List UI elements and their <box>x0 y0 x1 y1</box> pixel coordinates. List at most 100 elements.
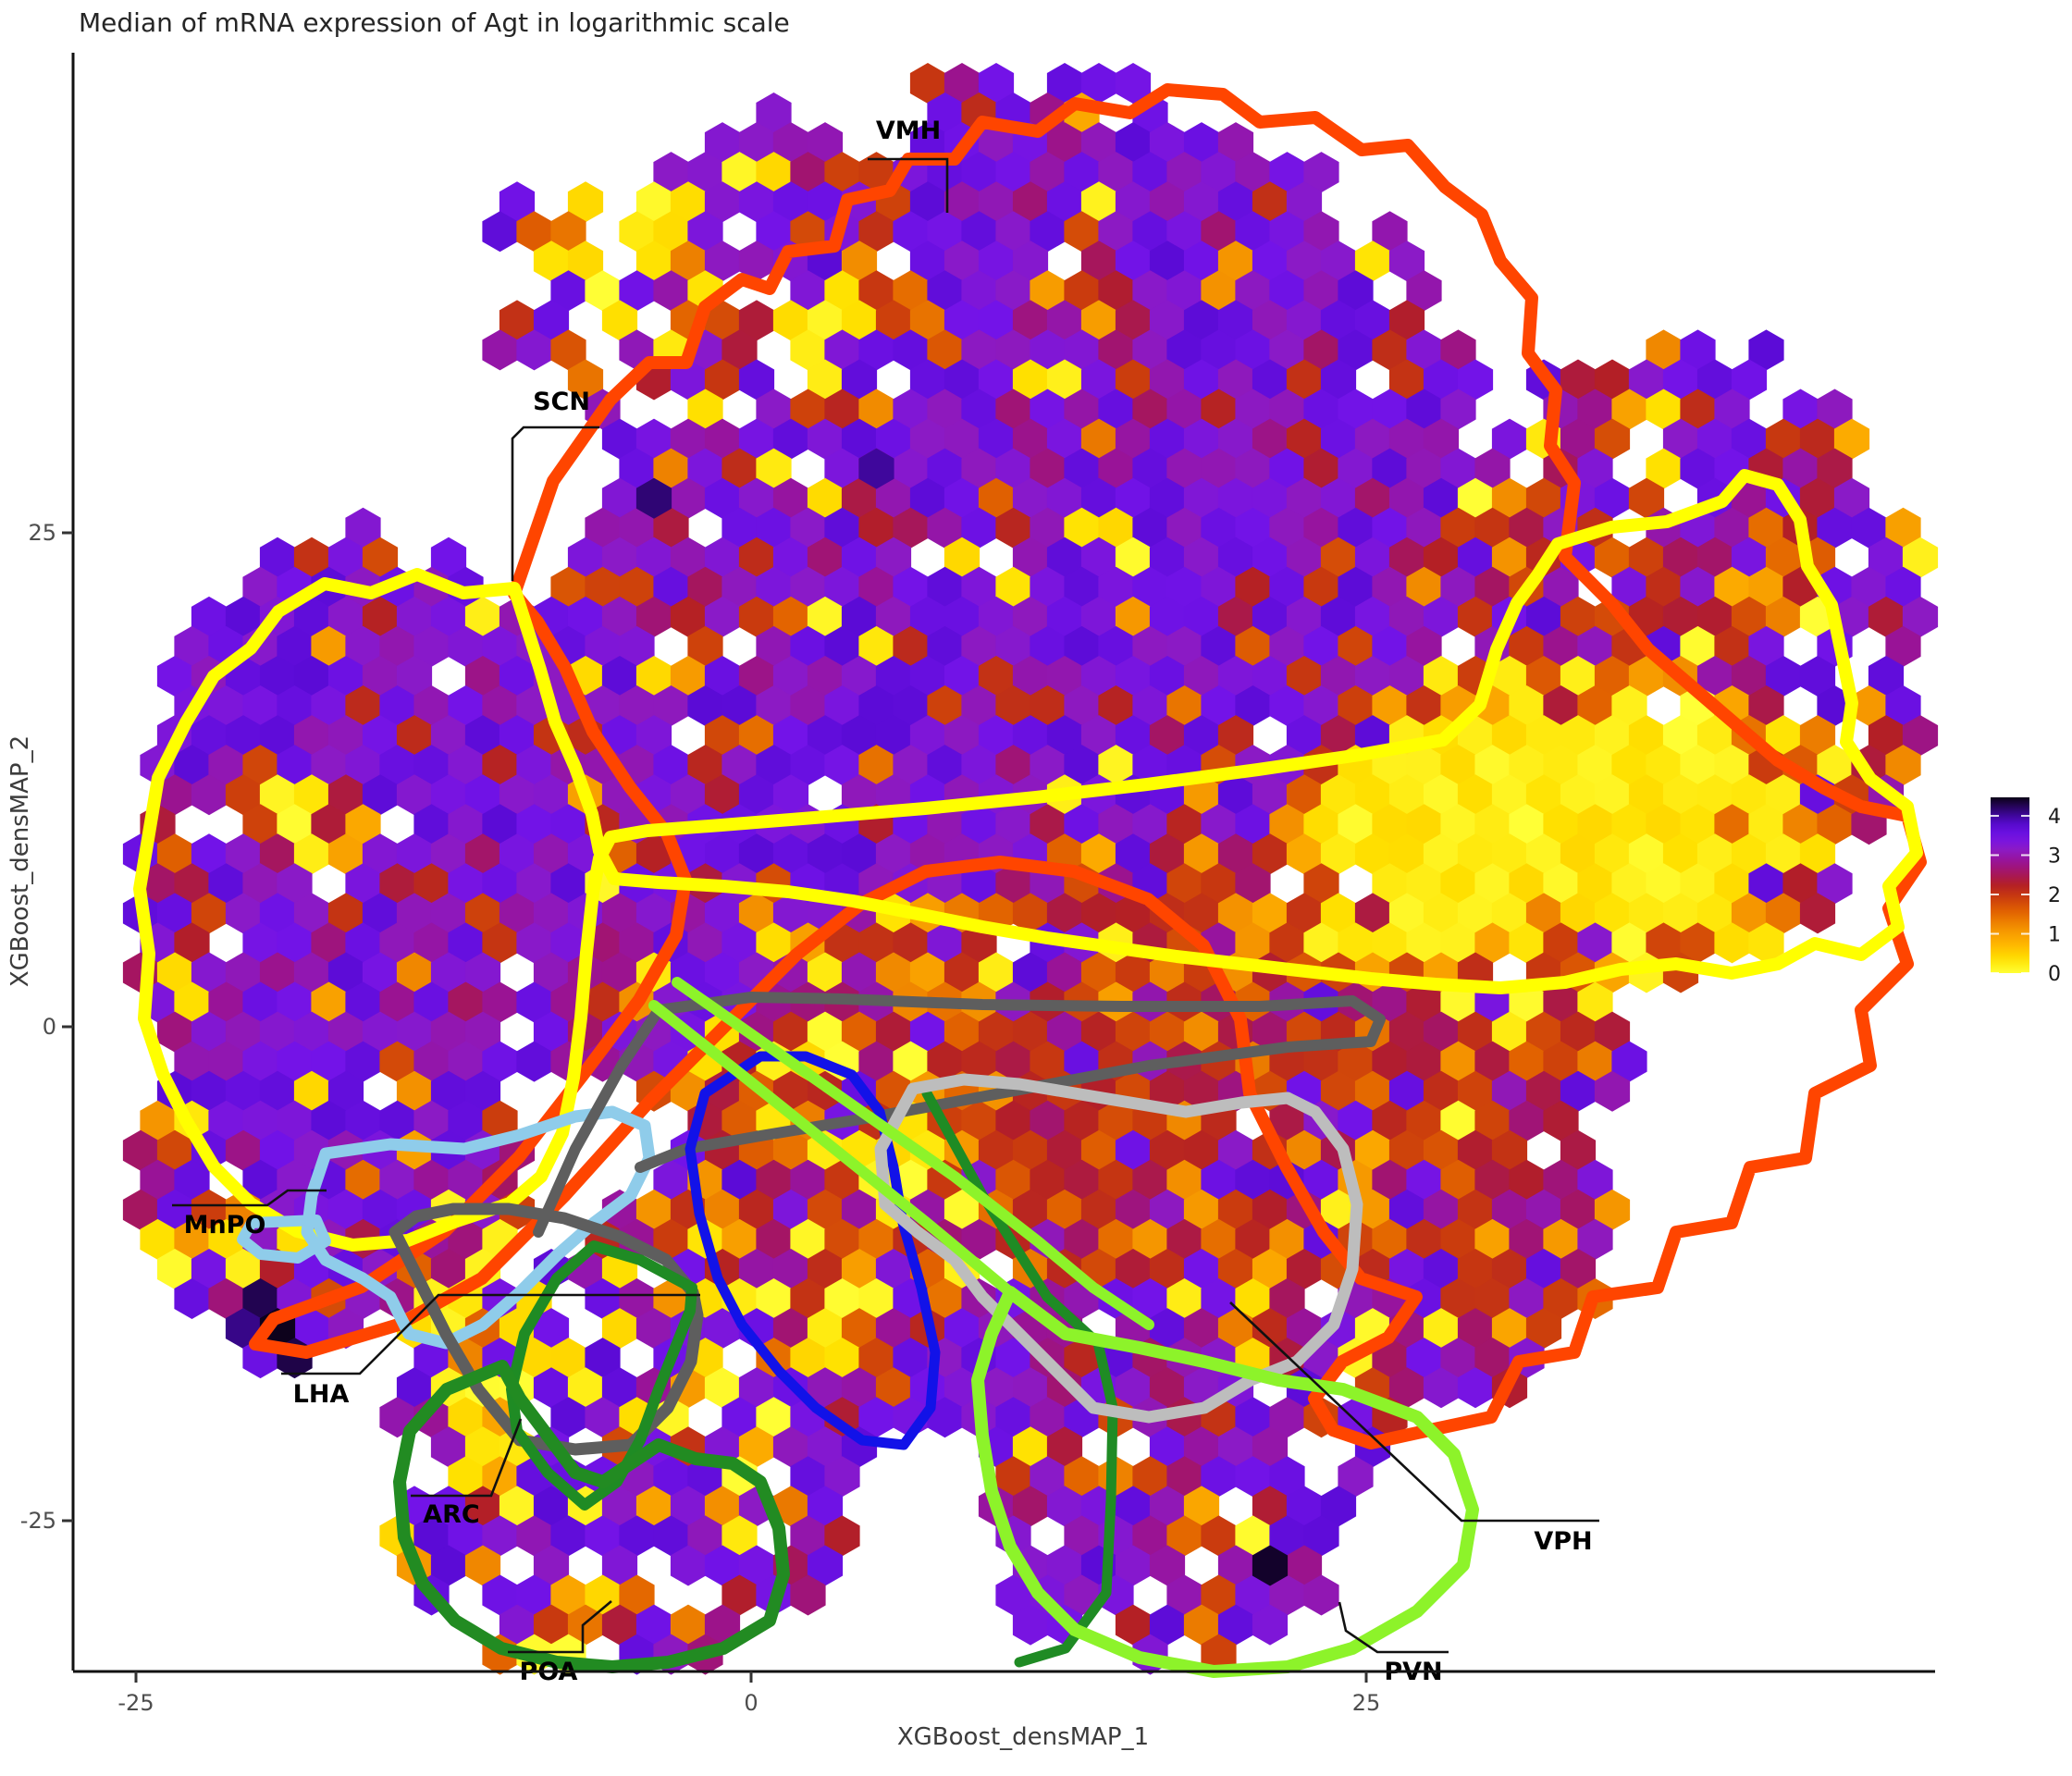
hexbin-cell <box>1183 1308 1220 1350</box>
hexbin-cell <box>1388 1129 1425 1171</box>
hexbin-cell <box>1372 329 1408 371</box>
hexbin-cell <box>533 833 570 875</box>
hexbin-cell <box>1030 1456 1066 1498</box>
hexbin-cell-override <box>635 477 672 519</box>
hexbin-cell <box>1286 181 1323 223</box>
hexbin-cell <box>464 1426 501 1468</box>
hexbin-cell <box>704 833 741 875</box>
hexbin-cell <box>1183 1426 1220 1468</box>
hexbin-cell <box>1030 804 1066 845</box>
hexbin-cell <box>174 981 210 1023</box>
hexbin-cell <box>738 774 775 816</box>
hexbin-cell <box>944 300 980 341</box>
hexbin-cell <box>1252 1308 1289 1350</box>
hexbin-cell <box>482 625 518 667</box>
hexbin-cell <box>858 1338 894 1379</box>
region-label-scn: SCN <box>533 388 590 416</box>
hexbin-cell <box>927 625 963 667</box>
hexbin-cell <box>1320 596 1357 637</box>
hexbin-cell <box>1491 1249 1528 1289</box>
hexbin-cell <box>311 922 347 964</box>
hexbin-cell-override <box>858 448 894 489</box>
region-outline-blue_nucleus <box>684 1051 941 1450</box>
hexbin-cell <box>1560 833 1597 875</box>
hexbin-cell <box>824 388 860 430</box>
hexbin-cell <box>1406 1100 1442 1141</box>
hexbin-cell <box>824 1456 860 1498</box>
region-outline-vph <box>874 1073 1363 1424</box>
hexbin-cell <box>738 656 775 697</box>
hexbin-cell <box>738 1426 775 1468</box>
hexbin-cell <box>1064 388 1100 430</box>
hexbin-cell <box>1372 566 1408 608</box>
hexbin-cell <box>1269 1278 1305 1319</box>
hexbin-cell <box>345 981 381 1023</box>
hexbin-cell <box>1885 507 1921 549</box>
hexbin-cell <box>909 300 946 341</box>
hexbin-cell <box>978 418 1015 460</box>
hexbin-cell <box>448 745 484 786</box>
hexbin-cell <box>516 1515 552 1557</box>
hexbin-cell <box>1646 922 1682 964</box>
hexbin-cell <box>601 418 638 460</box>
hexbin-cell <box>704 418 741 460</box>
hexbin-cell <box>1782 448 1819 489</box>
hexbin-cell <box>704 774 741 816</box>
hexbin-cell <box>259 774 296 816</box>
hexbin-cell <box>824 566 860 608</box>
hexbin-cell <box>978 952 1015 993</box>
hexbin-cell <box>1543 804 1579 845</box>
hexbin-cell <box>653 507 689 549</box>
hexbin-cell <box>1406 804 1442 845</box>
hexbin-cell <box>978 656 1015 697</box>
hexbin-cell <box>1594 715 1631 757</box>
hexbin-cell <box>550 329 586 371</box>
hexbin-cell <box>516 329 552 371</box>
hexbin-cell <box>1269 329 1305 371</box>
hexbin-cell <box>635 418 672 460</box>
hexbin-cell <box>1696 536 1733 578</box>
hexbin-cell <box>1868 596 1905 637</box>
hexbin-cell <box>1577 448 1613 489</box>
hexbin-cell <box>1303 804 1339 845</box>
hexbin-cell <box>1217 181 1254 223</box>
hexbin-cell <box>1509 1100 1545 1141</box>
hexbin-cell <box>327 1189 364 1230</box>
hexbin-cell <box>1406 981 1442 1023</box>
hexbin-cell <box>893 566 929 608</box>
hexbin-cell <box>619 448 655 489</box>
hexbin-cell <box>704 1486 741 1527</box>
hexbin-cell <box>448 1456 484 1498</box>
hexbin-cell <box>653 685 689 726</box>
hexbin-cell <box>1269 448 1305 489</box>
hexbin-cell <box>1320 715 1357 757</box>
hexbin-cell <box>772 477 809 519</box>
hexbin-cell <box>995 1397 1031 1438</box>
hexbin-cell <box>807 952 844 993</box>
hexbin-cell <box>1064 1515 1100 1557</box>
hexbin-cell <box>601 477 638 519</box>
hexbin-cell <box>1064 685 1100 726</box>
hexbin-cell <box>1748 685 1784 726</box>
hexbin-cell <box>927 804 963 845</box>
hexbin-cell <box>722 1515 758 1557</box>
hexbin-cell <box>1372 685 1408 726</box>
hexbin-cell <box>1149 418 1186 460</box>
hexbin-cell <box>653 211 689 253</box>
hexbin-cell <box>1799 893 1836 934</box>
hexbin-cell <box>345 1041 381 1082</box>
hexbin-cell <box>1714 922 1750 964</box>
hexbin-cell <box>1525 477 1562 519</box>
hexbin-cell <box>653 152 689 193</box>
hexbin-cell <box>738 300 775 341</box>
hexbin-cell <box>1166 1456 1202 1498</box>
hexbin-cell <box>362 656 399 697</box>
hexbin-cell <box>1030 1041 1066 1082</box>
hexbin-cell <box>1286 596 1323 637</box>
hexbin-cell <box>944 359 980 401</box>
hexbin-cell <box>1440 1100 1476 1141</box>
hexbin-cell <box>448 685 484 726</box>
hexbin-cell <box>1012 1367 1049 1409</box>
hexbin-cell <box>1149 1249 1186 1289</box>
hexbin-cell <box>1372 863 1408 905</box>
